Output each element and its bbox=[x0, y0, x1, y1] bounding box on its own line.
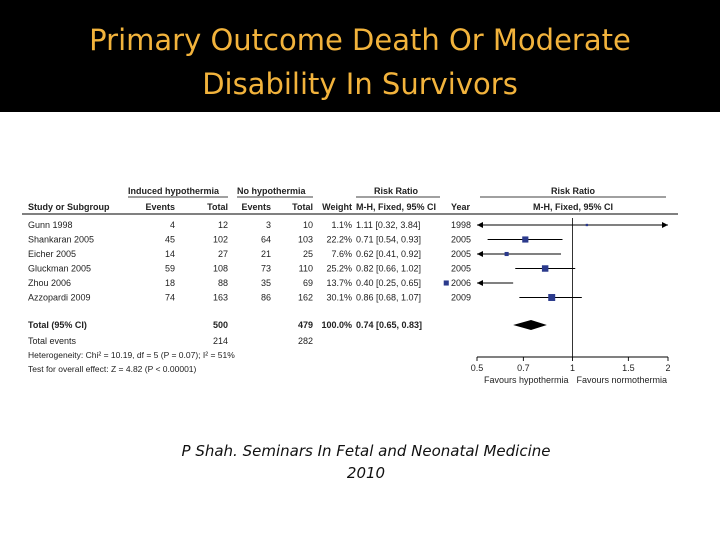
study-exp-total: 163 bbox=[213, 293, 228, 303]
study-name: Eicher 2005 bbox=[28, 249, 76, 259]
study-exp-total: 88 bbox=[218, 278, 228, 288]
study-exp-events: 59 bbox=[165, 264, 175, 274]
study-ctrl-total: 110 bbox=[299, 264, 313, 274]
study-exp-events: 74 bbox=[165, 293, 175, 303]
x-axis-tick-label: 0.5 bbox=[471, 363, 484, 373]
effect-marker bbox=[443, 280, 449, 286]
title-line-1: Primary Outcome Death Or Moderate bbox=[89, 23, 631, 57]
study-exp-total: 27 bbox=[218, 249, 228, 259]
x-axis-tick-label: 2 bbox=[665, 363, 670, 373]
citation-line-2: 2010 bbox=[346, 464, 386, 482]
study-ctrl-total: 10 bbox=[303, 220, 313, 230]
study-exp-events: 45 bbox=[165, 235, 175, 245]
favours-right-label: Favours normothermia bbox=[577, 375, 668, 385]
effect-marker bbox=[504, 251, 509, 257]
total-events-exp: 214 bbox=[213, 336, 228, 346]
column-header-ctrl-events: Events bbox=[241, 202, 271, 212]
study-name: Gunn 1998 bbox=[28, 220, 73, 230]
effect-marker bbox=[548, 294, 556, 301]
study-year: 2005 bbox=[451, 264, 471, 274]
study-ci-text: 1.11 [0.32, 3.84] bbox=[356, 220, 420, 230]
study-year: 2005 bbox=[451, 249, 471, 259]
study-weight: 22.2% bbox=[326, 235, 352, 245]
total-ci-text: 0.74 [0.65, 0.83] bbox=[356, 320, 422, 330]
favours-left-label: Favours hypothermia bbox=[484, 375, 569, 385]
group-header-experimental: Induced hypothermia bbox=[128, 186, 220, 196]
x-axis-tick-label: 1 bbox=[570, 363, 575, 373]
column-header-study: Study or Subgroup bbox=[28, 202, 110, 212]
title-line-2: Disability In Survivors bbox=[202, 67, 518, 101]
study-ctrl-total: 103 bbox=[298, 235, 313, 245]
column-header-ci: M-H, Fixed, 95% CI bbox=[356, 202, 436, 212]
content-panel: Induced hypothermia No hypothermia Risk Ra… bbox=[0, 112, 720, 540]
column-header-ctrl-total: Total bbox=[292, 202, 313, 212]
column-header-weight: Weight bbox=[322, 202, 352, 212]
effect-marker bbox=[522, 236, 529, 243]
study-name: Azzopardi 2009 bbox=[28, 293, 91, 303]
total-events-ctrl: 282 bbox=[298, 336, 313, 346]
study-year: 2005 bbox=[451, 235, 471, 245]
study-ci-text: 0.62 [0.41, 0.92] bbox=[356, 249, 421, 259]
study-name: Zhou 2006 bbox=[28, 278, 71, 288]
total-ctrl-total: 479 bbox=[298, 320, 313, 330]
study-weight: 25.2% bbox=[326, 264, 352, 274]
effect-marker bbox=[585, 223, 589, 227]
study-year: 1998 bbox=[451, 220, 471, 230]
study-weight: 30.1% bbox=[326, 293, 352, 303]
study-exp-events: 4 bbox=[170, 220, 175, 230]
ci-arrow-left bbox=[477, 280, 483, 286]
x-axis-tick-label: 1.5 bbox=[622, 363, 635, 373]
summary-diamond bbox=[513, 320, 547, 330]
total-label: Total (95% CI) bbox=[28, 320, 87, 330]
study-ci-text: 0.86 [0.68, 1.07] bbox=[356, 293, 421, 303]
citation-caption: P Shah. Seminars In Fetal and Neonatal M… bbox=[0, 440, 720, 484]
study-year: 2009 bbox=[451, 293, 471, 303]
column-header-exp-total: Total bbox=[207, 202, 228, 212]
group-header-effect: Risk Ratio bbox=[374, 186, 419, 196]
study-weight: 7.6% bbox=[331, 249, 352, 259]
citation-line-1: P Shah. Seminars In Fetal and Neonatal M… bbox=[181, 442, 551, 460]
study-ctrl-events: 73 bbox=[261, 264, 271, 274]
study-ctrl-events: 3 bbox=[266, 220, 271, 230]
study-exp-total: 102 bbox=[213, 235, 228, 245]
study-ctrl-total: 25 bbox=[303, 249, 313, 259]
total-events-label: Total events bbox=[28, 336, 77, 346]
study-exp-total: 108 bbox=[213, 264, 228, 274]
study-weight: 1.1% bbox=[331, 220, 352, 230]
slide-title: Primary Outcome Death Or Moderate Disabi… bbox=[0, 18, 720, 106]
study-ctrl-events: 21 bbox=[261, 249, 271, 259]
study-ctrl-events: 35 bbox=[261, 278, 271, 288]
heterogeneity-text: Heterogeneity: Chi² = 10.19, df = 5 (P =… bbox=[28, 350, 235, 360]
study-ci-text: 0.40 [0.25, 0.65] bbox=[356, 278, 421, 288]
column-header-plot: M-H, Fixed, 95% CI bbox=[533, 202, 613, 212]
study-ci-text: 0.71 [0.54, 0.93] bbox=[356, 235, 421, 245]
study-exp-events: 14 bbox=[165, 249, 175, 259]
study-ctrl-events: 86 bbox=[261, 293, 271, 303]
study-year: 2006 bbox=[451, 278, 471, 288]
study-ctrl-total: 69 bbox=[303, 278, 313, 288]
study-ctrl-total: 162 bbox=[298, 293, 313, 303]
study-name: Gluckman 2005 bbox=[28, 264, 91, 274]
ci-arrow-left bbox=[477, 251, 483, 257]
ci-arrow-right bbox=[662, 222, 668, 228]
total-weight: 100.0% bbox=[321, 320, 352, 330]
study-ctrl-events: 64 bbox=[261, 235, 271, 245]
study-weight: 13.7% bbox=[326, 278, 352, 288]
study-exp-total: 12 bbox=[218, 220, 228, 230]
group-header-plot: Risk Ratio bbox=[551, 186, 596, 196]
total-exp-total: 500 bbox=[213, 320, 228, 330]
study-name: Shankaran 2005 bbox=[28, 235, 94, 245]
effect-marker bbox=[541, 265, 549, 272]
column-header-exp-events: Events bbox=[145, 202, 175, 212]
group-header-control: No hypothermia bbox=[237, 186, 307, 196]
study-exp-events: 18 bbox=[165, 278, 175, 288]
ci-arrow-left bbox=[477, 222, 483, 228]
x-axis-tick-label: 0.7 bbox=[517, 363, 530, 373]
overall-effect-text: Test for overall effect: Z = 4.82 (P < 0… bbox=[28, 364, 197, 374]
forest-plot: Induced hypothermia No hypothermia Risk Ra… bbox=[22, 186, 678, 385]
study-ci-text: 0.82 [0.66, 1.02] bbox=[356, 264, 421, 274]
column-header-year: Year bbox=[451, 202, 471, 212]
